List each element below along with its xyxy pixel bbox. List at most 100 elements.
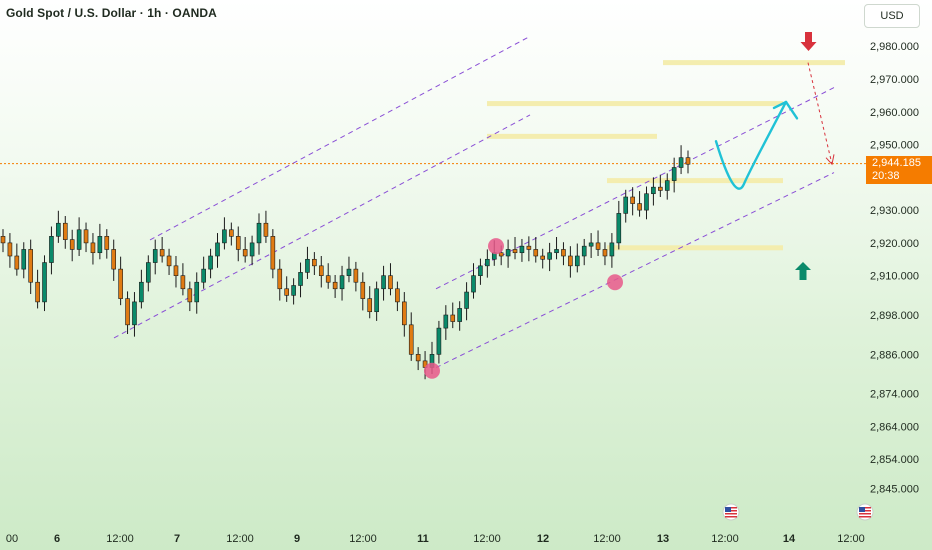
candle-body — [505, 249, 511, 257]
candle-body — [173, 265, 179, 276]
currency-button[interactable]: USD — [864, 4, 920, 28]
candle-body — [554, 249, 559, 254]
projected-drop-arrowhead — [825, 154, 835, 166]
time-tick-label: 12:00 — [349, 533, 377, 545]
candle-body — [215, 242, 220, 257]
us-flag-event-icon[interactable] — [722, 503, 740, 521]
candle-body — [658, 186, 663, 191]
candle-body — [685, 157, 691, 165]
flag-stripe — [725, 516, 737, 518]
candle-body — [457, 308, 462, 322]
candle-body — [277, 268, 283, 290]
candle-body — [595, 242, 601, 250]
candle-body — [519, 245, 525, 254]
candle-body — [325, 275, 331, 283]
bar-countdown: 20:38 — [872, 170, 900, 182]
candle-body — [7, 242, 13, 257]
zone-band — [607, 178, 783, 184]
price-tick-label: 2,898.000 — [870, 310, 919, 322]
candle-body — [332, 281, 338, 290]
candle-body — [568, 255, 573, 267]
touch-markers — [424, 238, 623, 379]
candle-body — [367, 298, 373, 313]
price-tick-label: 2,920.000 — [870, 238, 919, 250]
candle-body — [208, 255, 213, 270]
flag-stripe — [859, 516, 871, 518]
candle-body — [464, 291, 469, 309]
price-tick-label: 2,950.000 — [870, 140, 919, 152]
price-tick-label: 2,980.000 — [870, 41, 919, 53]
price-tick-label: 2,864.000 — [870, 421, 919, 433]
candle-body — [346, 268, 352, 276]
candle-body — [14, 255, 20, 270]
candle-body — [256, 222, 262, 244]
time-tick-label: 00 — [6, 533, 18, 545]
touch-marker — [488, 238, 504, 255]
arrow-up-icon — [795, 262, 811, 280]
channel-line — [113, 114, 531, 339]
arrow-up-shape — [795, 262, 811, 280]
candle-body — [146, 262, 151, 283]
candle-body — [443, 314, 449, 329]
candlesticks — [0, 145, 691, 380]
candle-body — [125, 298, 130, 326]
candle-body — [533, 249, 539, 257]
candle-body — [42, 262, 47, 303]
candle-body — [360, 281, 366, 299]
candle-body — [561, 249, 566, 257]
flag-canton — [859, 507, 865, 512]
candle-body — [664, 180, 670, 191]
candle-body — [62, 222, 68, 240]
candle-body — [630, 196, 635, 204]
candle-body — [139, 281, 144, 303]
time-tick-label: 6 — [54, 533, 60, 545]
last-price-value: 2,944.185 — [872, 157, 921, 169]
candle-body — [671, 167, 677, 181]
price-tick-label: 2,854.000 — [870, 454, 919, 466]
time-tick-label: 13 — [657, 533, 669, 545]
price-tick-label: 2,886.000 — [870, 349, 919, 361]
time-tick-label: 12:00 — [837, 533, 865, 545]
candle-body — [222, 229, 227, 244]
candle-body — [581, 245, 587, 257]
price-tick-label: 2,845.000 — [870, 484, 919, 496]
time-tick-label: 12 — [537, 533, 549, 545]
flag-stripe — [725, 513, 737, 515]
time-tick-label: 12:00 — [106, 533, 134, 545]
candle-body — [152, 249, 158, 263]
time-tick-label: 12:00 — [473, 533, 501, 545]
candle-body — [637, 203, 642, 211]
chart-title: Gold Spot / U.S. Dollar · 1h · OANDA — [6, 6, 217, 20]
candle-body — [374, 288, 379, 313]
candle-body — [270, 236, 276, 270]
candle-body — [485, 258, 490, 267]
candle-body — [56, 222, 61, 237]
candle-body — [235, 236, 241, 250]
candle-body — [498, 252, 504, 257]
candle-body — [512, 249, 518, 254]
price-tick-label: 2,960.000 — [870, 107, 919, 119]
candle-body — [381, 275, 386, 290]
flag-canton — [725, 507, 731, 512]
us-flag-event-icon[interactable] — [856, 503, 874, 521]
candle-body — [602, 249, 608, 257]
candle-body — [249, 242, 255, 257]
time-axis: 00 6 12:00 7 12:00 9 12:00 11 12:00 12 12:00 13 12:0… — [6, 533, 865, 545]
flag-stripe — [859, 513, 871, 515]
candle-body — [298, 272, 303, 286]
candle-body — [436, 327, 442, 355]
candle-body — [49, 236, 54, 263]
time-tick-label: 11 — [417, 533, 429, 545]
candle-body — [588, 242, 594, 247]
time-tick-label: 7 — [174, 533, 180, 545]
time-tick-label: 12:00 — [226, 533, 254, 545]
candle-body — [21, 249, 27, 270]
candle-body — [471, 275, 476, 293]
candle-body — [305, 258, 310, 273]
candle-body — [540, 255, 545, 260]
candle-body — [415, 354, 421, 362]
candle-body — [35, 281, 40, 303]
candle-body — [83, 229, 89, 244]
candle-body — [69, 239, 75, 250]
